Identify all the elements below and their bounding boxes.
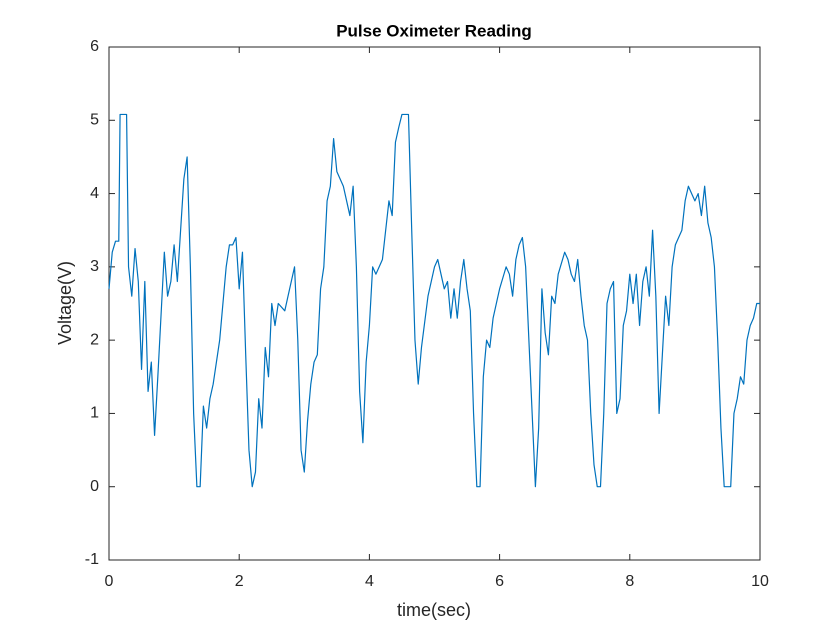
x-tick-label: 0 [105, 573, 114, 590]
x-tick-label: 6 [495, 573, 504, 590]
y-tick-label: 2 [90, 331, 99, 348]
x-tick-label: 8 [625, 573, 634, 590]
x-tick-label: 4 [365, 573, 374, 590]
chart-title: Pulse Oximeter Reading [336, 21, 532, 40]
y-axis-label: Voltage(V) [55, 261, 75, 345]
y-tick-label: 6 [90, 38, 99, 55]
y-tick-label: -1 [85, 551, 99, 568]
y-tick-label: 4 [90, 185, 99, 202]
x-axis-label: time(sec) [397, 600, 471, 620]
signal-line [108, 113, 760, 488]
y-tick-label: 1 [90, 405, 99, 422]
y-tick-label: 0 [90, 478, 99, 495]
y-tick-label: 5 [90, 112, 99, 129]
x-tick-label: 2 [235, 573, 244, 590]
y-tick-label: 3 [90, 258, 99, 275]
x-tick-label: 10 [751, 573, 769, 590]
